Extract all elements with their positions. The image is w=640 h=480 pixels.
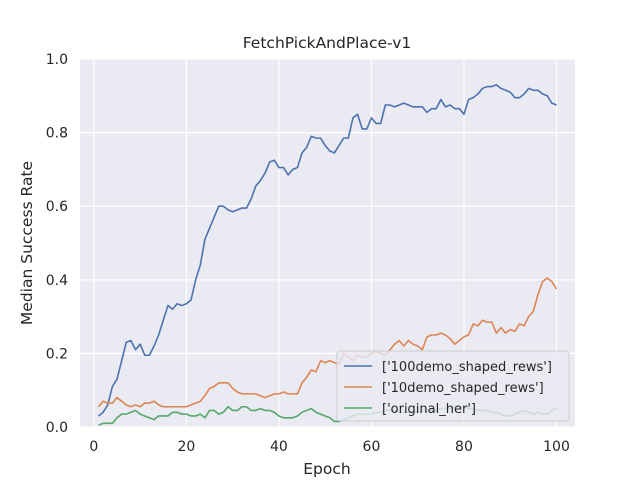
x-tick-label: 40 <box>270 439 288 455</box>
y-axis-ticks: 0.0 0.2 0.4 0.6 0.8 1.0 <box>46 52 68 436</box>
series-line-1 <box>97 277 558 408</box>
grid <box>80 58 575 428</box>
x-tick-label: 60 <box>363 439 381 455</box>
y-tick-label: 0.8 <box>46 126 68 142</box>
legend-label-2: ['original_her'] <box>382 402 476 417</box>
x-tick-label: 80 <box>455 439 473 455</box>
legend: ['100demo_shaped_rews'] ['10demo_shaped_r… <box>336 350 570 422</box>
y-tick-label: 0.6 <box>46 199 68 215</box>
x-axis-label: Epoch <box>303 460 350 478</box>
x-tick-label: 20 <box>177 439 195 455</box>
y-tick-label: 1.0 <box>46 52 68 68</box>
y-tick-label: 0.2 <box>46 346 68 362</box>
legend-box <box>336 350 570 422</box>
legend-label-1: ['10demo_shaped_rews'] <box>382 381 544 396</box>
y-axis-label: Median Success Rate <box>18 161 36 325</box>
x-axis-ticks: 0 20 40 60 80 100 <box>89 439 569 455</box>
x-tick-label: 0 <box>89 439 98 455</box>
y-tick-label: 0.4 <box>46 273 68 289</box>
x-tick-label: 100 <box>543 439 570 455</box>
y-tick-label: 0.0 <box>46 420 68 436</box>
chart-title: FetchPickAndPlace-v1 <box>243 34 412 52</box>
legend-label-0: ['100demo_shaped_rews'] <box>382 360 552 375</box>
series-line-0 <box>98 83 557 417</box>
